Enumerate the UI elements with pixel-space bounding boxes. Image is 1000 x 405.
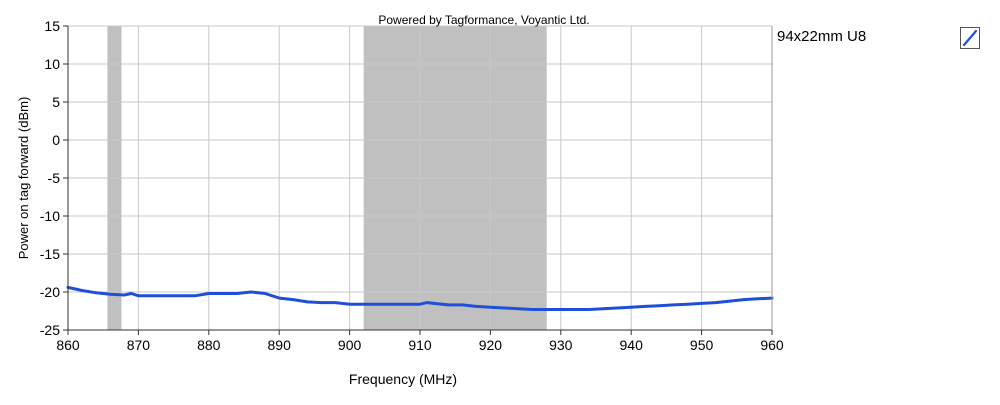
y-axis-label: Power on tag forward (dBm) bbox=[16, 97, 31, 260]
x-tick-label: 940 bbox=[620, 337, 644, 353]
legend-series-label: 94x22mm U8 bbox=[777, 28, 867, 45]
x-tick-label: 860 bbox=[56, 337, 80, 353]
series-line-1 bbox=[66, 285, 774, 311]
y-tick-label: 15 bbox=[44, 18, 60, 34]
y-tick-label: 0 bbox=[52, 132, 60, 148]
x-tick-label: 950 bbox=[690, 337, 714, 353]
y-tick-label: -25 bbox=[40, 322, 60, 338]
x-tick-label: 900 bbox=[338, 337, 362, 353]
y-tick-label: 10 bbox=[44, 56, 60, 72]
x-tick-label: 890 bbox=[268, 337, 292, 353]
y-tick-label: -10 bbox=[40, 208, 60, 224]
y-tick-label: -15 bbox=[40, 246, 60, 262]
x-tick-label: 880 bbox=[197, 337, 221, 353]
chart-title: Powered by Tagformance, Voyantic Ltd. bbox=[378, 13, 589, 27]
y-tick-label: 5 bbox=[52, 94, 60, 110]
x-tick-label: 960 bbox=[760, 337, 784, 353]
x-axis-label: Frequency (MHz) bbox=[349, 371, 457, 387]
x-tick-label: 930 bbox=[549, 337, 573, 353]
x-tick-label: 870 bbox=[127, 337, 151, 353]
y-tick-label: -20 bbox=[40, 284, 60, 300]
x-tick-label: 920 bbox=[479, 337, 503, 353]
y-tick-label: -5 bbox=[48, 170, 61, 186]
legend-line-icon[interactable] bbox=[960, 27, 980, 49]
x-tick-label: 910 bbox=[408, 337, 432, 353]
